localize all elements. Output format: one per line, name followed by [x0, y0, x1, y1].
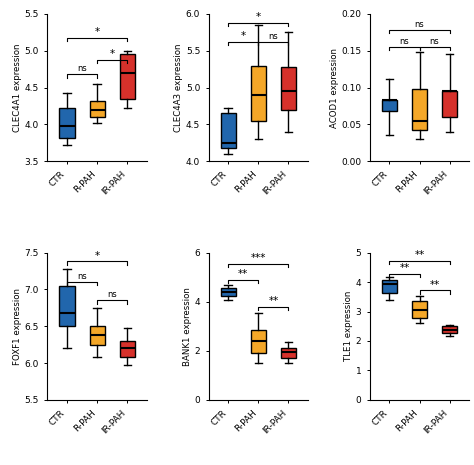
Y-axis label: ACOD1 expression: ACOD1 expression [329, 47, 338, 127]
PathPatch shape [281, 67, 296, 110]
Text: *: * [109, 49, 115, 59]
PathPatch shape [382, 279, 397, 293]
Y-axis label: CLEC4A1 expression: CLEC4A1 expression [13, 43, 22, 132]
PathPatch shape [59, 286, 74, 326]
PathPatch shape [251, 66, 266, 121]
PathPatch shape [442, 326, 457, 333]
Y-axis label: TLE1 expression: TLE1 expression [344, 291, 353, 361]
PathPatch shape [442, 91, 457, 117]
Y-axis label: BANK1 expression: BANK1 expression [182, 287, 191, 365]
Text: ns: ns [415, 20, 424, 29]
PathPatch shape [90, 101, 105, 117]
Text: *: * [241, 31, 246, 41]
Text: ns: ns [430, 37, 439, 46]
PathPatch shape [220, 113, 236, 148]
PathPatch shape [90, 326, 105, 345]
PathPatch shape [59, 108, 74, 138]
Text: *: * [95, 27, 100, 37]
PathPatch shape [382, 100, 397, 111]
Text: **: ** [268, 296, 279, 306]
PathPatch shape [251, 330, 266, 353]
Text: *: * [256, 12, 261, 22]
Text: ns: ns [77, 64, 87, 73]
Text: *: * [95, 251, 100, 261]
Text: ns: ns [400, 37, 410, 46]
Text: **: ** [429, 279, 440, 290]
Text: **: ** [399, 263, 410, 273]
Y-axis label: CLEC4A3 expression: CLEC4A3 expression [174, 43, 183, 132]
PathPatch shape [120, 341, 135, 357]
Text: ns: ns [107, 290, 117, 299]
PathPatch shape [220, 288, 236, 296]
Text: **: ** [414, 250, 425, 260]
PathPatch shape [281, 348, 296, 358]
Text: ns: ns [77, 272, 87, 281]
Y-axis label: FOXF1 expression: FOXF1 expression [13, 288, 22, 365]
PathPatch shape [412, 301, 427, 318]
Text: **: ** [238, 269, 248, 279]
Text: ns: ns [269, 32, 278, 41]
PathPatch shape [412, 89, 427, 130]
PathPatch shape [120, 54, 135, 99]
Text: ***: *** [251, 253, 266, 263]
